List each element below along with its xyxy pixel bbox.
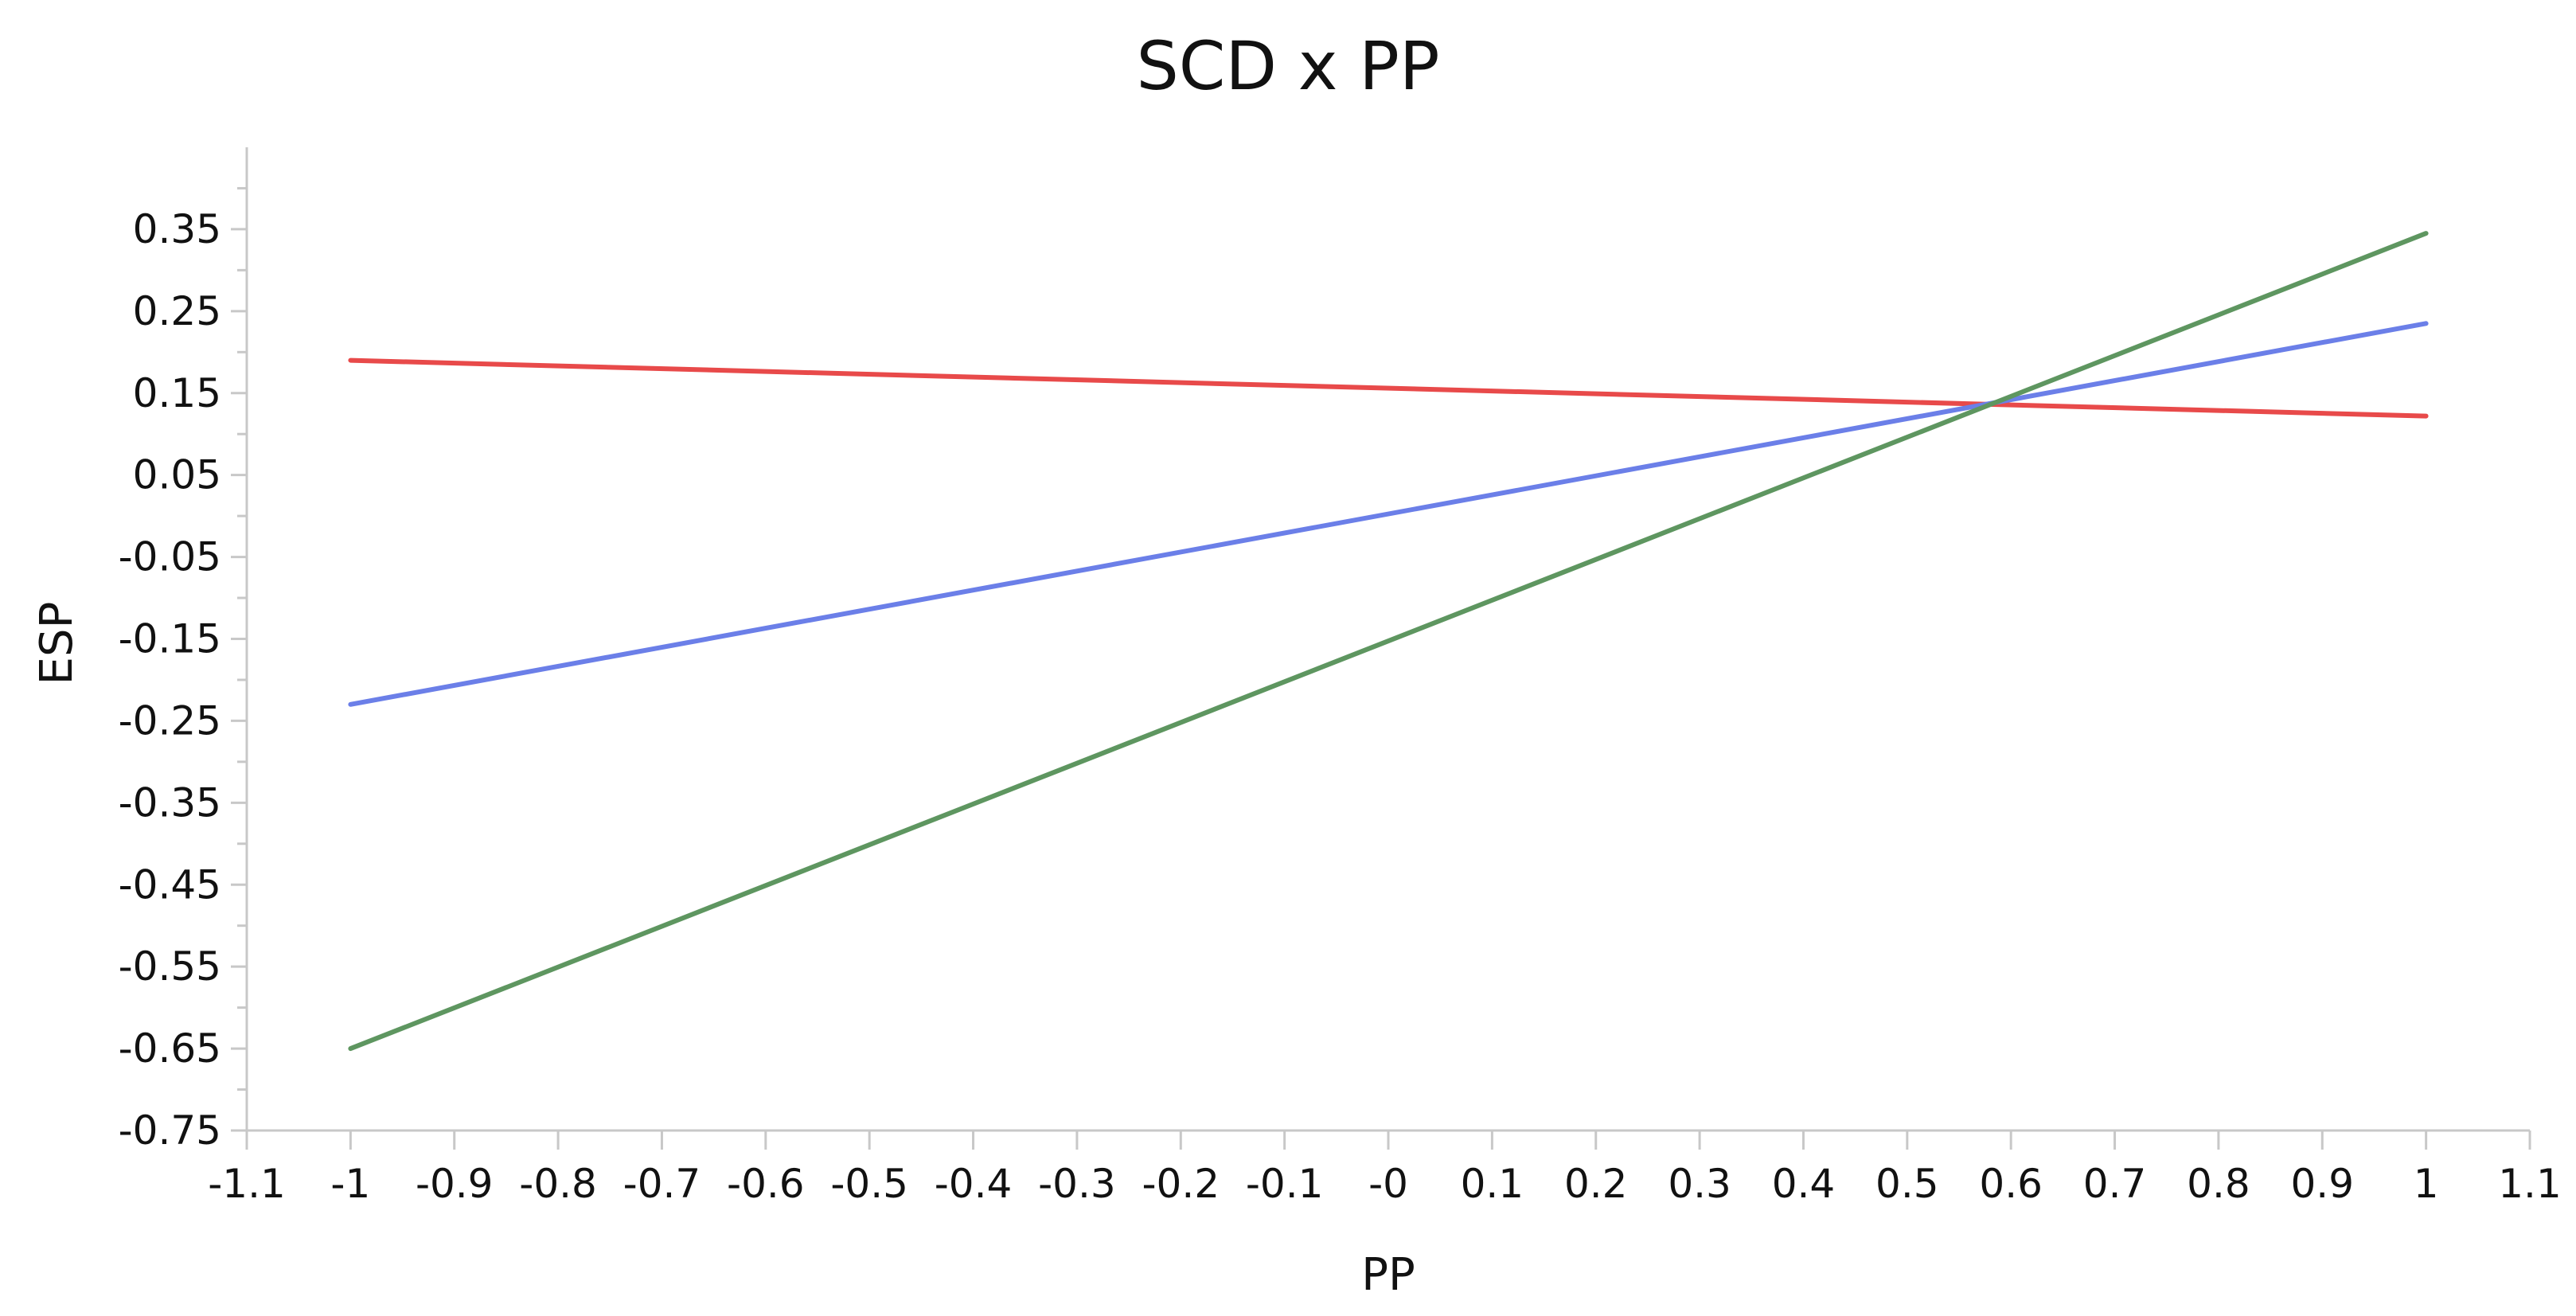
x-tick-label: -0.8 <box>519 1161 597 1207</box>
y-tick-label: 0.15 <box>133 370 221 416</box>
x-tick-label: 0.7 <box>2083 1161 2147 1207</box>
y-tick-label: 0.35 <box>133 206 221 252</box>
x-tick-label: 0.9 <box>2291 1161 2355 1207</box>
x-tick-label: 0.3 <box>1668 1161 1731 1207</box>
x-tick-label: 0.6 <box>1979 1161 2043 1207</box>
x-tick-label: 1 <box>2414 1161 2439 1207</box>
series-line-1 <box>348 357 2429 419</box>
y-axis-label: ESP <box>31 602 83 685</box>
y-tick-label: -0.05 <box>119 534 221 580</box>
x-tick-label: 0.1 <box>1461 1161 1524 1207</box>
y-tick-label: -0.35 <box>119 779 221 826</box>
y-tick-label: -0.15 <box>119 616 221 662</box>
x-tick-label: -1.1 <box>208 1161 286 1207</box>
x-tick-label: 1.1 <box>2498 1161 2562 1207</box>
series-line-2 <box>348 321 2429 707</box>
y-tick-label: -0.55 <box>119 943 221 990</box>
series-line-3 <box>348 231 2429 1052</box>
x-axis: -1.1 -1 -0.9 -0.8 -0.7 -0.6 -0.5 -0.4 -0.3 -0.2 -0… <box>208 1129 2562 1207</box>
x-tick-label: -0.1 <box>1246 1161 1324 1207</box>
x-tick-label: -0 <box>1368 1161 1408 1207</box>
x-tick-label: -0.2 <box>1142 1161 1220 1207</box>
x-tick-label: -1 <box>330 1161 370 1207</box>
x-tick-label: 0.8 <box>2187 1161 2250 1207</box>
y-tick-label: -0.45 <box>119 861 221 908</box>
x-tick-label: -0.3 <box>1038 1161 1116 1207</box>
x-tick-label: -0.9 <box>416 1161 494 1207</box>
y-axis: 0.35 0.25 0.15 0.05 -0.05 -0.15 -0.25 -0.35 -0.4… <box>119 147 248 1154</box>
x-tick-label: 0.4 <box>1772 1161 1836 1207</box>
y-tick-label: -0.75 <box>119 1107 221 1154</box>
x-tick-label: 0.2 <box>1564 1161 1628 1207</box>
x-tick-label: -0.4 <box>935 1161 1013 1207</box>
x-tick-label: 0.5 <box>1875 1161 1939 1207</box>
y-tick-label: -0.25 <box>119 697 221 744</box>
chart-title: SCD x PP <box>1136 27 1439 105</box>
x-axis-label: PP <box>1361 1249 1415 1301</box>
x-tick-label: -0.7 <box>623 1161 701 1207</box>
x-tick-label: -0.6 <box>727 1161 805 1207</box>
plot-area <box>348 231 2429 1052</box>
y-tick-label: -0.65 <box>119 1025 221 1072</box>
x-tick-label: -0.5 <box>830 1161 908 1207</box>
y-tick-label: 0.25 <box>133 288 221 334</box>
y-tick-label: 0.05 <box>133 452 221 498</box>
